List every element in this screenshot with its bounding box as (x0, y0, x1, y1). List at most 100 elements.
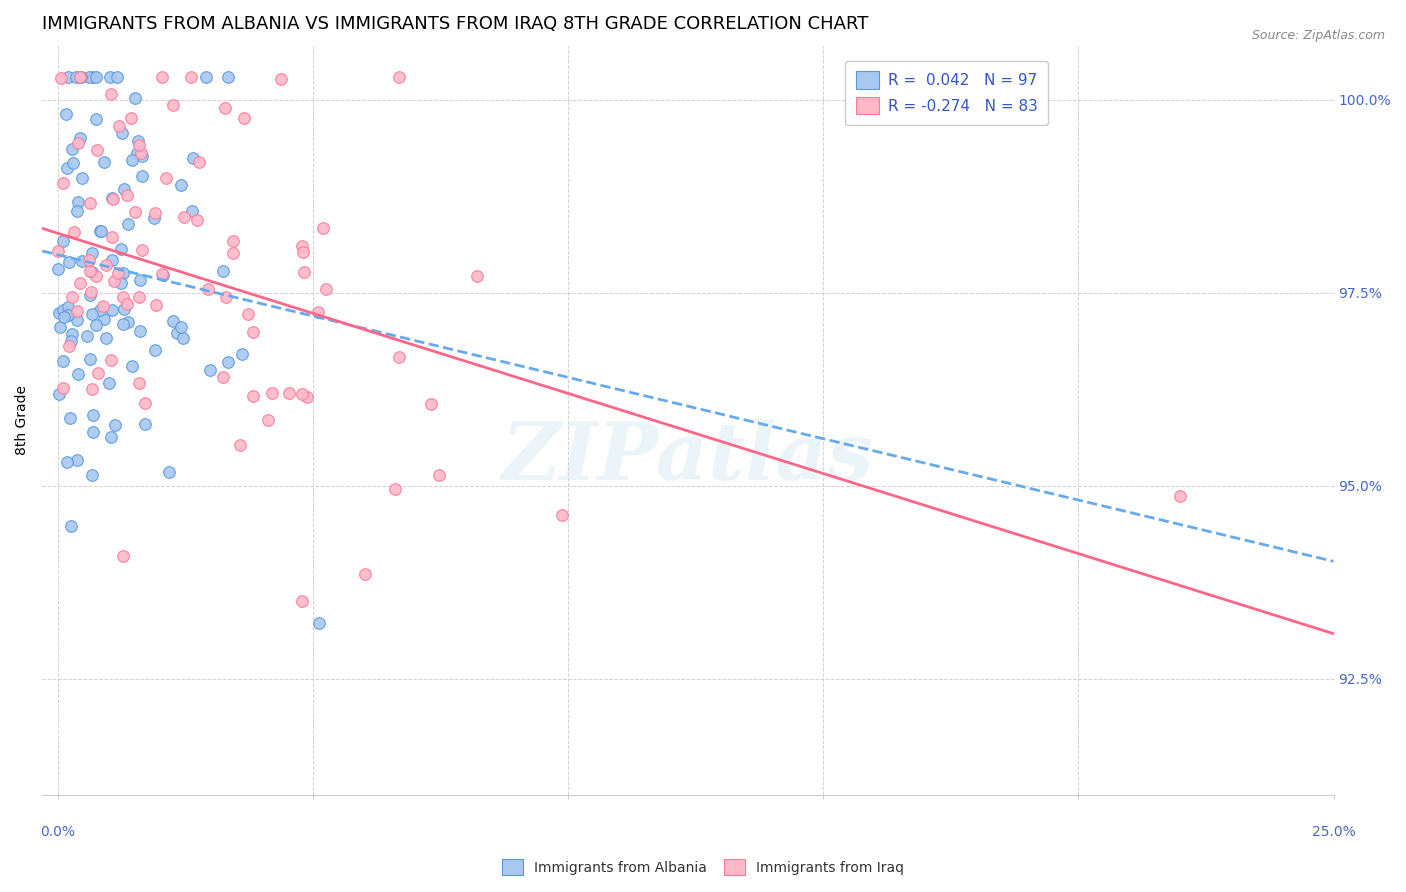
Point (134, 395, 156, 409)
Point (211, 370, 233, 384)
Point (69, 70, 91, 84)
Point (98, 70, 121, 84)
Point (96, 258, 118, 272)
Point (307, 305, 329, 319)
Point (90, 224, 112, 238)
Point (49, 70, 72, 85)
Point (162, 314, 184, 328)
Point (128, 324, 150, 338)
Point (100, 429, 122, 443)
Point (388, 350, 411, 364)
Point (110, 276, 132, 290)
Point (308, 616, 330, 631)
Point (181, 203, 204, 218)
Point (62, 156, 84, 170)
Point (101, 230, 124, 244)
Point (260, 385, 283, 400)
Point (86, 318, 108, 333)
Point (100, 87, 122, 102)
Point (131, 149, 153, 163)
Point (173, 211, 195, 225)
Point (52, 234, 75, 248)
Point (60, 143, 83, 157)
Point (292, 265, 315, 279)
Point (124, 204, 146, 219)
Point (170, 178, 193, 193)
Point (127, 146, 149, 161)
Point (69, 276, 91, 290)
Point (215, 290, 238, 304)
Point (66, 453, 89, 467)
Point (69, 70, 91, 84)
Point (67, 367, 90, 381)
Point (89, 224, 111, 238)
Point (94, 331, 117, 345)
Point (82, 264, 104, 278)
Point (59, 411, 82, 425)
Point (100, 302, 122, 317)
Point (180, 70, 202, 84)
Point (69, 131, 91, 145)
Point (70, 70, 93, 84)
Point (77, 70, 100, 84)
Point (82, 408, 104, 422)
Point (97, 376, 120, 390)
Point (80, 246, 103, 260)
Point (56, 300, 79, 314)
Point (384, 482, 406, 496)
Point (128, 273, 150, 287)
Point (56, 308, 79, 322)
Point (93, 312, 115, 326)
Point (131, 169, 153, 183)
Point (429, 467, 451, 482)
Point (82, 70, 104, 84)
Point (76, 329, 98, 343)
Point (56, 161, 79, 175)
Point (110, 242, 132, 256)
Text: Source: ZipAtlas.com: Source: ZipAtlas.com (1251, 29, 1385, 42)
Point (214, 101, 236, 115)
Point (49, 319, 72, 334)
Point (419, 397, 441, 411)
Point (84, 269, 107, 284)
Point (295, 390, 318, 404)
Point (127, 134, 149, 148)
Y-axis label: 8th Grade: 8th Grade (15, 385, 30, 455)
Point (65, 70, 87, 84)
Point (80, 382, 103, 396)
Text: IMMIGRANTS FROM ALBANIA VS IMMIGRANTS FROM IRAQ 8TH GRADE CORRELATION CHART: IMMIGRANTS FROM ALBANIA VS IMMIGRANTS FR… (42, 15, 869, 33)
Point (212, 264, 235, 278)
Point (117, 297, 139, 311)
Point (56, 70, 79, 84)
Point (84, 70, 107, 84)
Point (82, 307, 104, 321)
Point (53, 310, 76, 324)
Point (103, 193, 125, 207)
Point (312, 220, 335, 235)
Point (46, 262, 69, 277)
Point (222, 246, 245, 260)
Point (257, 413, 280, 427)
Point (131, 244, 153, 258)
Point (120, 111, 142, 125)
Point (159, 465, 181, 479)
Point (62, 290, 84, 304)
Point (70, 254, 93, 268)
Point (80, 285, 103, 299)
Legend: R =  0.042   N = 97, R = -0.274   N = 83: R = 0.042 N = 97, R = -0.274 N = 83 (845, 61, 1049, 125)
Point (48, 306, 70, 320)
Point (143, 343, 166, 357)
Point (172, 331, 194, 345)
Point (315, 282, 337, 296)
Point (103, 275, 125, 289)
Point (70, 170, 93, 185)
Point (291, 386, 314, 401)
Point (79, 196, 101, 211)
Point (121, 153, 143, 167)
Point (66, 313, 89, 327)
Point (111, 317, 134, 331)
Point (66, 303, 89, 318)
Point (291, 594, 314, 608)
Point (48, 387, 70, 401)
Point (197, 282, 219, 296)
